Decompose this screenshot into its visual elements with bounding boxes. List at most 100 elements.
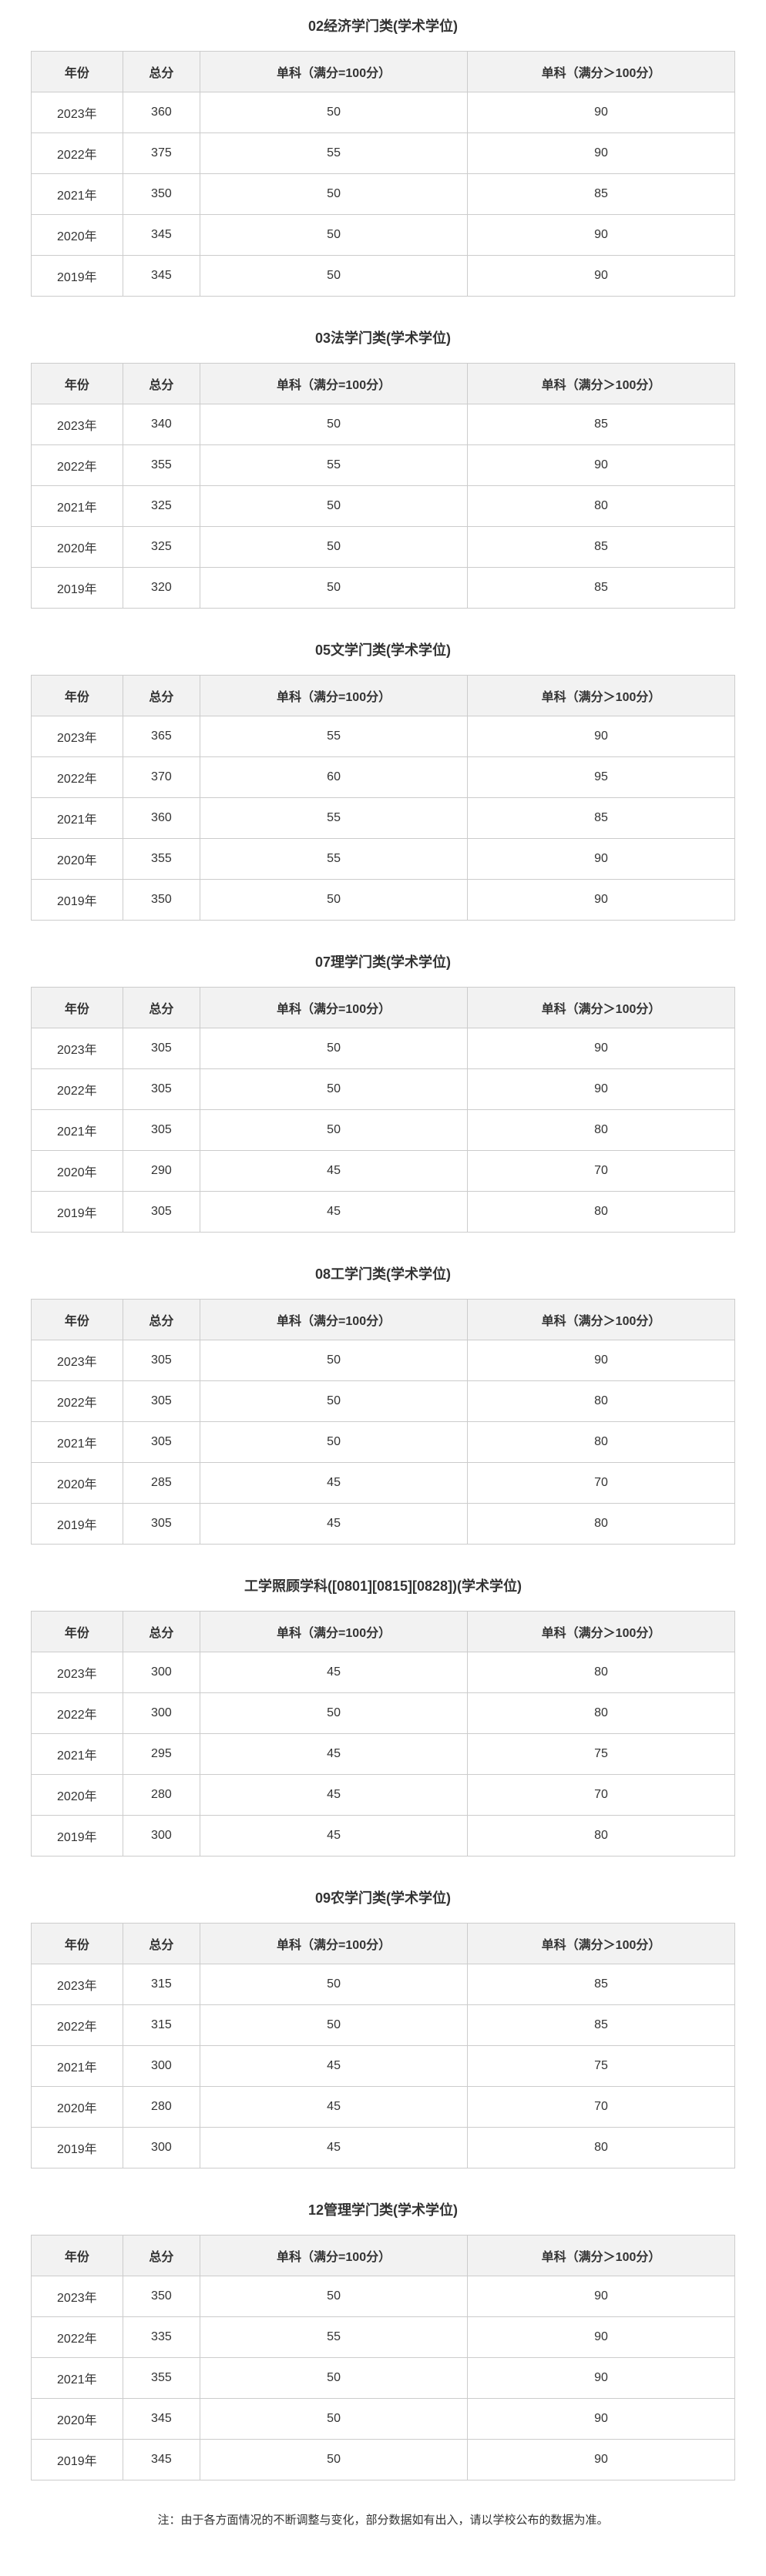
cell-total: 350 (123, 174, 200, 215)
cell-subgt100: 75 (468, 2046, 735, 2087)
table-row: 2023年3155085 (32, 1964, 735, 2005)
cell-sub100: 50 (200, 1340, 468, 1381)
cell-year: 2023年 (32, 716, 123, 757)
column-header-sub100: 单科（满分=100分） (200, 1924, 468, 1964)
table-row: 2021年3055080 (32, 1422, 735, 1463)
cell-year: 2022年 (32, 133, 123, 174)
cell-year: 2021年 (32, 174, 123, 215)
column-header-subgt100: 单科（满分＞100分） (468, 1924, 735, 1964)
cell-subgt100: 90 (468, 2358, 735, 2399)
cell-total: 370 (123, 757, 200, 798)
table-row: 2019年3054580 (32, 1192, 735, 1233)
table-row: 2020年3555590 (32, 839, 735, 880)
column-header-total: 总分 (123, 1612, 200, 1652)
cell-total: 360 (123, 798, 200, 839)
cell-total: 335 (123, 2317, 200, 2358)
cell-total: 280 (123, 1775, 200, 1816)
cell-year: 2019年 (32, 2128, 123, 2168)
table-header-row: 年份总分单科（满分=100分）单科（满分＞100分） (32, 1924, 735, 1964)
table-header-row: 年份总分单科（满分=100分）单科（满分＞100分） (32, 676, 735, 716)
column-header-total: 总分 (123, 364, 200, 404)
cell-year: 2019年 (32, 1816, 123, 1857)
table-row: 2023年3505090 (32, 2276, 735, 2317)
cell-total: 355 (123, 445, 200, 486)
cell-total: 325 (123, 486, 200, 527)
cell-total: 300 (123, 2128, 200, 2168)
table-row: 2022年3005080 (32, 1693, 735, 1734)
cell-total: 345 (123, 256, 200, 297)
cell-sub100: 50 (200, 92, 468, 133)
column-header-subgt100: 单科（满分＞100分） (468, 364, 735, 404)
score-table: 年份总分单科（满分=100分）单科（满分＞100分）2023年300458020… (31, 1611, 735, 1857)
cell-total: 305 (123, 1504, 200, 1545)
cell-total: 350 (123, 2276, 200, 2317)
column-header-year: 年份 (32, 2236, 123, 2276)
table-row: 2023年3055090 (32, 1028, 735, 1069)
cell-year: 2020年 (32, 839, 123, 880)
cell-sub100: 50 (200, 1964, 468, 2005)
cell-subgt100: 90 (468, 215, 735, 256)
cell-total: 350 (123, 880, 200, 921)
table-row: 2021年3055080 (32, 1110, 735, 1151)
cell-sub100: 45 (200, 1775, 468, 1816)
cell-subgt100: 90 (468, 256, 735, 297)
cell-subgt100: 70 (468, 1463, 735, 1504)
cell-subgt100: 85 (468, 404, 735, 445)
cell-subgt100: 80 (468, 1693, 735, 1734)
cell-sub100: 45 (200, 1734, 468, 1775)
cell-subgt100: 80 (468, 1816, 735, 1857)
cell-year: 2023年 (32, 1340, 123, 1381)
cell-subgt100: 85 (468, 2005, 735, 2046)
column-header-year: 年份 (32, 1924, 123, 1964)
section-title: 09农学门类(学术学位) (31, 1887, 735, 1907)
table-row: 2022年3055090 (32, 1069, 735, 1110)
cell-total: 300 (123, 1693, 200, 1734)
cell-year: 2023年 (32, 2276, 123, 2317)
table-row: 2019年3505090 (32, 880, 735, 921)
table-row: 2023年3605090 (32, 92, 735, 133)
cell-subgt100: 90 (468, 92, 735, 133)
cell-subgt100: 90 (468, 1069, 735, 1110)
column-header-sub100: 单科（满分=100分） (200, 676, 468, 716)
cell-year: 2023年 (32, 1028, 123, 1069)
cell-year: 2019年 (32, 880, 123, 921)
table-row: 2020年2804570 (32, 1775, 735, 1816)
cell-year: 2022年 (32, 757, 123, 798)
column-header-total: 总分 (123, 52, 200, 92)
cell-sub100: 55 (200, 133, 468, 174)
table-row: 2019年3054580 (32, 1504, 735, 1545)
cell-sub100: 45 (200, 1652, 468, 1693)
cell-sub100: 50 (200, 2276, 468, 2317)
cell-sub100: 50 (200, 1110, 468, 1151)
cell-year: 2019年 (32, 256, 123, 297)
section: 07理学门类(学术学位)年份总分单科（满分=100分）单科（满分＞100分）20… (31, 951, 735, 1233)
cell-total: 305 (123, 1069, 200, 1110)
column-header-total: 总分 (123, 1300, 200, 1340)
table-row: 2022年3706095 (32, 757, 735, 798)
cell-total: 300 (123, 2046, 200, 2087)
cell-total: 360 (123, 92, 200, 133)
score-table: 年份总分单科（满分=100分）单科（满分＞100分）2023年305509020… (31, 1299, 735, 1545)
table-header-row: 年份总分单科（满分=100分）单科（满分＞100分） (32, 2236, 735, 2276)
cell-subgt100: 90 (468, 2276, 735, 2317)
cell-year: 2019年 (32, 2440, 123, 2480)
table-row: 2021年3555090 (32, 2358, 735, 2399)
cell-subgt100: 80 (468, 486, 735, 527)
cell-total: 315 (123, 2005, 200, 2046)
cell-sub100: 50 (200, 174, 468, 215)
cell-subgt100: 85 (468, 174, 735, 215)
column-header-subgt100: 单科（满分＞100分） (468, 1612, 735, 1652)
cell-sub100: 50 (200, 215, 468, 256)
cell-subgt100: 90 (468, 2399, 735, 2440)
cell-sub100: 55 (200, 839, 468, 880)
cell-subgt100: 80 (468, 1652, 735, 1693)
cell-total: 320 (123, 568, 200, 609)
cell-year: 2022年 (32, 1381, 123, 1422)
cell-subgt100: 90 (468, 445, 735, 486)
section-title: 12管理学门类(学术学位) (31, 2199, 735, 2219)
table-row: 2021年3004575 (32, 2046, 735, 2087)
table-row: 2019年3455090 (32, 2440, 735, 2480)
column-header-year: 年份 (32, 364, 123, 404)
table-row: 2020年2904570 (32, 1151, 735, 1192)
cell-sub100: 50 (200, 2005, 468, 2046)
